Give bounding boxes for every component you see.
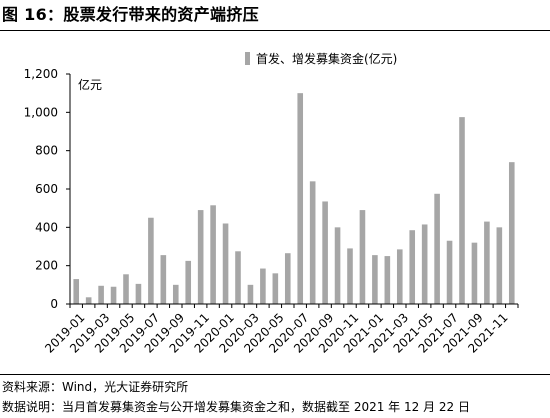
bar-2019-01 — [73, 279, 80, 304]
source-note: 资料来源：Wind，光大证券研究所 — [2, 380, 189, 394]
bar-2020-11 — [347, 248, 353, 304]
bars — [73, 93, 515, 304]
y-tick-label: 1,200 — [24, 67, 58, 81]
bar-2020-09 — [322, 201, 328, 304]
bar-2021-08 — [459, 117, 465, 304]
bar-2020-12 — [359, 210, 366, 304]
bar-2021-12 — [508, 162, 515, 304]
bar-2021-07 — [446, 240, 453, 304]
bar-2019-11 — [197, 210, 204, 304]
bar-2021-10 — [484, 221, 490, 304]
bar-2020-04 — [260, 268, 266, 304]
bar-2021-01 — [372, 255, 378, 304]
bar-2020-01 — [222, 223, 229, 304]
y-tick-label: 0 — [50, 297, 58, 311]
bar-chart: 首发、增发募集资金(亿元) 亿元 0 200 400 600 800 1,000 1,200… — [24, 51, 519, 356]
x-axis: 2019-012019-032019-052019-072019-092019-… — [42, 303, 519, 356]
bar-2019-12 — [210, 205, 216, 304]
bar-2019-04 — [110, 286, 117, 304]
legend-swatch — [245, 52, 250, 65]
bar-2021-03 — [396, 249, 403, 304]
bar-2020-05 — [272, 273, 279, 304]
bar-2021-06 — [434, 193, 440, 304]
bar-2021-11 — [496, 227, 503, 304]
bar-2020-03 — [247, 284, 254, 304]
y-tick-label: 400 — [35, 220, 58, 234]
y-tick-label: 200 — [35, 259, 58, 273]
bar-2020-07 — [297, 93, 304, 304]
bar-2021-09 — [471, 242, 478, 304]
y-axis-unit: 亿元 — [78, 77, 102, 92]
footer-rule — [0, 374, 550, 375]
bar-2021-04 — [409, 230, 416, 304]
bar-2021-05 — [421, 224, 428, 304]
bar-2019-08 — [160, 255, 167, 304]
bar-2019-03 — [98, 285, 104, 304]
bar-2020-08 — [309, 181, 316, 304]
figure-title: 图 16：股票发行带来的资产端挤压 — [2, 5, 259, 24]
y-tick-label: 800 — [35, 144, 58, 158]
bar-2019-02 — [85, 297, 92, 304]
data-note: 数据说明：当月首发募集资金与公开增发募集资金之和，数据截至 2021 年 12 … — [2, 400, 470, 414]
title-rule — [0, 30, 550, 31]
bar-2019-10 — [185, 260, 192, 304]
bar-2020-10 — [334, 227, 341, 304]
chart-legend: 首发、增发募集资金(亿元) — [245, 51, 397, 66]
bar-2019-07 — [148, 217, 154, 304]
legend-label: 首发、增发募集资金(亿元) — [256, 51, 397, 66]
bar-2020-06 — [284, 253, 291, 304]
bar-2019-05 — [123, 274, 129, 304]
y-axis: 0 200 400 600 800 1,000 1,200 — [24, 67, 71, 311]
y-tick-label: 600 — [35, 182, 58, 196]
y-tick-label: 1,000 — [24, 105, 58, 119]
bar-2021-02 — [384, 256, 391, 304]
bar-2020-02 — [235, 251, 241, 304]
bar-2019-09 — [172, 284, 179, 304]
bar-2019-06 — [135, 283, 142, 304]
